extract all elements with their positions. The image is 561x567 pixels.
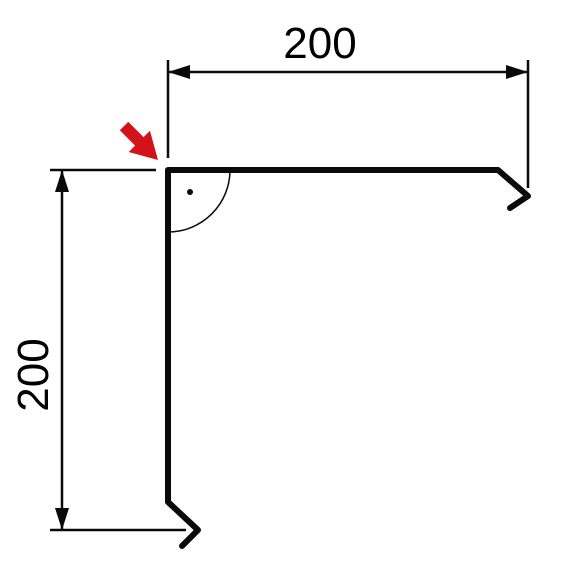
- dim-v-value: 200: [9, 338, 58, 411]
- angle-dot: [187, 189, 193, 195]
- canvas-background: [0, 0, 561, 567]
- dim-h-value: 200: [283, 19, 356, 68]
